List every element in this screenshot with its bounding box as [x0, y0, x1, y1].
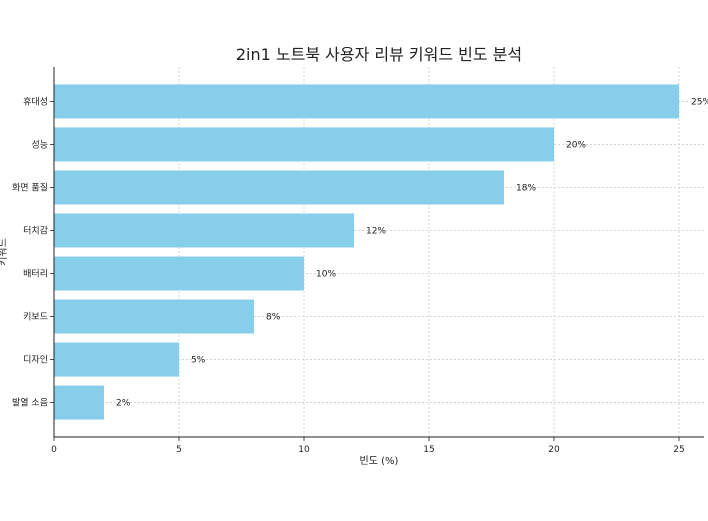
data-label: 2%	[116, 399, 131, 409]
x-tick-label: 15	[423, 445, 434, 455]
x-ticks: 0 5 10 15 20 25	[51, 437, 685, 455]
y-tick-label: 키보드	[23, 312, 48, 323]
x-tick-label: 0	[51, 445, 57, 455]
bar	[54, 385, 104, 420]
chart-title: 2in1 노트북 사용자 리뷰 키워드 빈도 분석	[236, 45, 522, 64]
axes	[53, 67, 704, 438]
bar	[54, 170, 504, 205]
y-axis-label: 키워드	[0, 238, 9, 266]
data-label: 20%	[566, 140, 586, 150]
y-tick-label: 발열 소음	[12, 398, 48, 409]
x-tick-label: 25	[673, 445, 684, 455]
y-tick-label: 화면 품질	[12, 181, 48, 193]
bar	[54, 84, 679, 119]
bar	[54, 342, 179, 377]
data-label: 18%	[516, 183, 536, 193]
y-tick-label: 휴대성	[23, 96, 48, 107]
bars	[54, 84, 679, 420]
x-tick-label: 10	[298, 445, 310, 455]
data-label: 5%	[191, 356, 206, 366]
data-labels: 25% 20% 18% 12% 10% 8% 5% 2%	[116, 97, 708, 408]
bar	[54, 256, 304, 291]
data-label: 12%	[366, 226, 386, 236]
data-label: 10%	[316, 270, 336, 280]
grid-lines	[53, 67, 704, 437]
y-tick-label: 배터리	[23, 269, 48, 280]
y-tick-label: 디자인	[23, 355, 48, 366]
x-tick-label: 20	[548, 445, 560, 455]
x-axis-label: 빈도 (%)	[360, 455, 399, 467]
y-tick-label: 터치감	[23, 224, 48, 236]
bar	[54, 213, 354, 248]
bar	[54, 299, 254, 334]
bar	[54, 127, 554, 162]
data-label: 8%	[266, 313, 281, 323]
data-label: 25%	[691, 97, 708, 107]
y-tick-label: 성능	[31, 139, 48, 150]
x-tick-label: 5	[176, 445, 182, 455]
